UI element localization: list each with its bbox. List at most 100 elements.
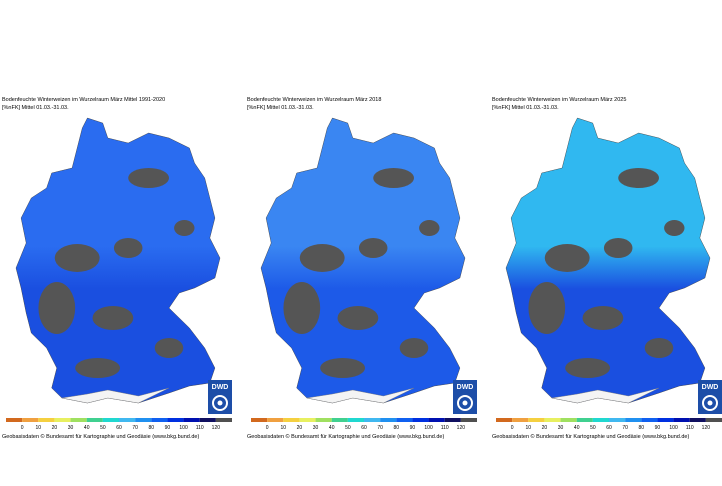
dwd-logo: DWD [453, 380, 477, 414]
legend-tick-label: 110 [686, 425, 694, 431]
legend-tick-label: 100 [179, 425, 188, 431]
dwd-logo: DWD [698, 380, 722, 414]
legend-tick-label: 10 [36, 425, 42, 431]
legend-swatch [167, 418, 184, 422]
legend-tick-label: 20 [52, 425, 58, 431]
legend-swatch [86, 418, 103, 422]
logo-text: DWD [457, 384, 474, 391]
map-panel: Bodenfeuchte Winterweizen im Wurzelraum … [492, 97, 722, 440]
panel-subtitle: [%nFK] Mittel 01.03.-31.03. [247, 105, 314, 111]
legend-tick-label: 90 [655, 425, 661, 431]
legend-tick-label: 30 [558, 425, 564, 431]
legend-swatch [135, 418, 152, 422]
logo-swirl [462, 400, 468, 406]
legend-tick-label: 100 [424, 425, 433, 431]
legend-tick-label: 110 [441, 425, 449, 431]
legend-tick-label: 110 [196, 425, 204, 431]
logo-swirl [212, 395, 228, 411]
legend-swatch [673, 418, 690, 422]
legend-swatch [609, 418, 626, 422]
legend-swatch [657, 418, 674, 422]
legend-tick-label: 80 [639, 425, 645, 431]
legend-tick-label: 70 [132, 425, 138, 431]
legend-swatch [6, 418, 23, 422]
germany-map [505, 117, 711, 404]
panel-title: Bodenfeuchte Winterweizen im Wurzelraum … [2, 97, 165, 103]
legend-swatch [70, 418, 87, 422]
legend-tick-label: 0 [511, 425, 514, 431]
dwd-logo: DWD [208, 380, 232, 414]
legend-swatch [412, 418, 429, 422]
legend-tick-label: 60 [361, 425, 367, 431]
map-shape [505, 117, 711, 404]
legend-tick-label: 30 [68, 425, 74, 431]
legend-tick-label: 0 [21, 425, 24, 431]
attribution: Geobasisdaten © Bundesamt für Kartograph… [2, 433, 199, 440]
legend-tick-label: 60 [116, 425, 122, 431]
legend-swatch [267, 418, 284, 422]
legend-swatch [460, 418, 477, 422]
legend-swatch [428, 418, 445, 422]
logo-text: DWD [212, 384, 229, 391]
legend-tick-label: 90 [165, 425, 171, 431]
legend-swatch [528, 418, 545, 422]
legend-swatch [705, 418, 722, 422]
legend-swatch [689, 418, 706, 422]
legend-swatch [625, 418, 642, 422]
legend-tick-label: 20 [542, 425, 548, 431]
map-panel: Bodenfeuchte Winterweizen im Wurzelraum … [247, 97, 477, 440]
legend-swatch [544, 418, 561, 422]
germany-map [15, 117, 221, 404]
legend-swatch [496, 418, 513, 422]
panel-subtitle: [%nFK] Mittel 01.03.-31.03. [492, 105, 559, 111]
legend-tick-label: 120 [702, 425, 711, 431]
legend-swatch [299, 418, 316, 422]
legend-swatch [183, 418, 200, 422]
panel-title: Bodenfeuchte Winterweizen im Wurzelraum … [247, 97, 381, 103]
legend-swatch [119, 418, 136, 422]
legend-tick-label: 0 [266, 425, 269, 431]
legend-tick-label: 30 [313, 425, 319, 431]
logo-swirl [707, 400, 713, 406]
map-panel: Bodenfeuchte Winterweizen im Wurzelraum … [2, 97, 232, 440]
logo-swirl [457, 395, 473, 411]
legend-tick-label: 70 [622, 425, 628, 431]
legend-swatch [54, 418, 71, 422]
legend-swatch [22, 418, 39, 422]
legend-tick-label: 100 [669, 425, 678, 431]
legend-tick-label: 80 [149, 425, 155, 431]
legend-swatch [283, 418, 300, 422]
legend-swatch [512, 418, 529, 422]
legend-swatch [215, 418, 232, 422]
legend-tick-label: 40 [329, 425, 335, 431]
legend-tick-label: 120 [212, 425, 221, 431]
legend-swatch [251, 418, 268, 422]
legend-tick-label: 50 [345, 425, 351, 431]
legend-swatch [560, 418, 577, 422]
legend-swatch [102, 418, 119, 422]
legend-tick-label: 40 [574, 425, 580, 431]
legend-tick-label: 40 [84, 425, 90, 431]
legend-tick-label: 90 [410, 425, 416, 431]
germany-map [260, 117, 466, 404]
logo-text: DWD [702, 384, 719, 391]
legend-swatch [364, 418, 381, 422]
legend-swatch [592, 418, 609, 422]
attribution: Geobasisdaten © Bundesamt für Kartograph… [492, 433, 689, 440]
legend-swatch [315, 418, 332, 422]
logo-swirl [217, 400, 223, 406]
legend-swatch [641, 418, 658, 422]
legend-swatch [331, 418, 348, 422]
legend-swatch [444, 418, 461, 422]
legend-tick-label: 20 [297, 425, 303, 431]
map-shape [15, 117, 221, 404]
legend-swatch [380, 418, 397, 422]
legend-tick-label: 10 [281, 425, 287, 431]
logo-swirl [702, 395, 718, 411]
legend-swatch [38, 418, 55, 422]
legend-tick-label: 10 [526, 425, 532, 431]
legend-tick-label: 50 [590, 425, 596, 431]
map-shape [260, 117, 466, 404]
panel-title: Bodenfeuchte Winterweizen im Wurzelraum … [492, 97, 626, 103]
